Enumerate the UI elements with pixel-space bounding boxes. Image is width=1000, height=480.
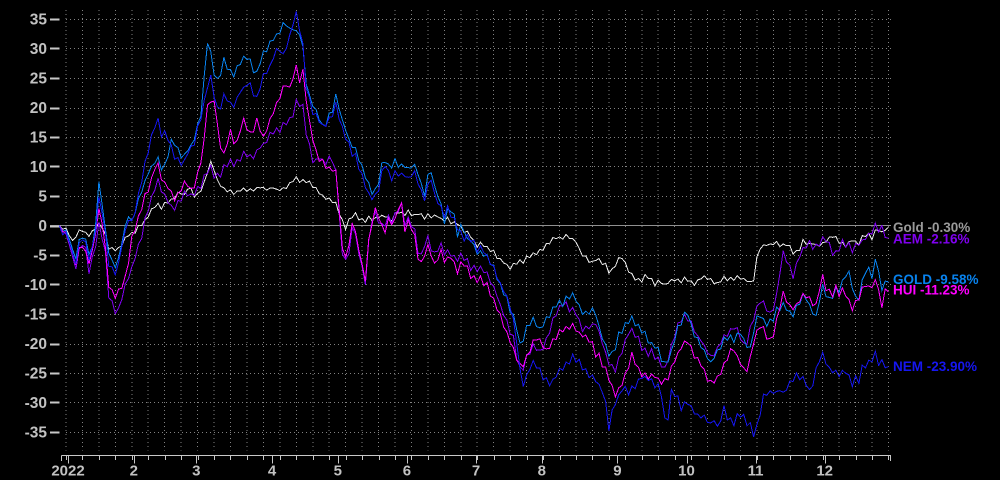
svg-text:12: 12 — [816, 463, 833, 480]
svg-text:5: 5 — [38, 189, 47, 206]
svg-text:15: 15 — [30, 130, 48, 147]
svg-text:Gold -0.30%: Gold -0.30% — [893, 220, 970, 235]
svg-text:2: 2 — [130, 463, 138, 480]
svg-text:20: 20 — [30, 100, 47, 117]
svg-text:11: 11 — [748, 463, 764, 480]
svg-text:-10: -10 — [25, 277, 47, 294]
svg-text:-30: -30 — [25, 395, 47, 412]
svg-text:-5: -5 — [33, 248, 47, 265]
svg-text:3: 3 — [192, 463, 200, 480]
svg-text:9: 9 — [613, 463, 621, 480]
svg-text:-25: -25 — [25, 366, 48, 383]
svg-text:6: 6 — [403, 463, 411, 480]
svg-text:30: 30 — [30, 41, 47, 58]
svg-text:-15: -15 — [25, 307, 48, 324]
svg-text:-20: -20 — [25, 336, 47, 353]
svg-text:35: 35 — [30, 12, 48, 29]
svg-text:AEM -2.16%: AEM -2.16% — [893, 231, 970, 246]
svg-text:HUI -11.23%: HUI -11.23% — [893, 282, 970, 297]
svg-text:5: 5 — [334, 463, 342, 480]
svg-text:GOLD -9.58%: GOLD -9.58% — [893, 272, 979, 287]
svg-text:8: 8 — [538, 463, 546, 480]
svg-text:4: 4 — [268, 463, 277, 480]
svg-text:10: 10 — [678, 463, 695, 480]
svg-text:0: 0 — [38, 218, 47, 235]
svg-text:2022: 2022 — [51, 463, 84, 480]
svg-text:10: 10 — [30, 159, 47, 176]
svg-text:-35: -35 — [25, 425, 48, 442]
svg-text:NEM -23.90%: NEM -23.90% — [893, 359, 977, 374]
svg-text:7: 7 — [472, 463, 480, 480]
svg-text:25: 25 — [30, 71, 48, 88]
